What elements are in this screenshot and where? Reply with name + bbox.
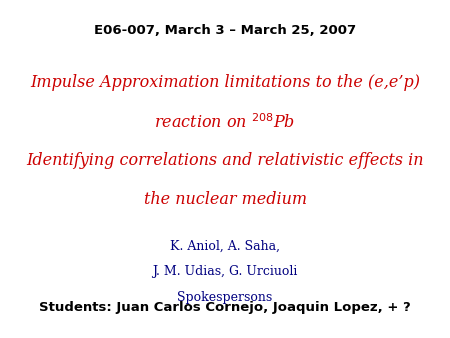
Text: Impulse Approximation limitations to the (e,e’p): Impulse Approximation limitations to the… xyxy=(30,74,420,91)
Text: Spokespersons: Spokespersons xyxy=(177,291,273,304)
Text: the nuclear medium: the nuclear medium xyxy=(144,191,306,208)
Text: K. Aniol, A. Saha,: K. Aniol, A. Saha, xyxy=(170,240,280,253)
Text: J. M. Udias, G. Urciuoli: J. M. Udias, G. Urciuoli xyxy=(152,265,298,278)
Text: Identifying correlations and relativistic effects in: Identifying correlations and relativisti… xyxy=(26,152,424,169)
Text: reaction on $^{208}$Pb: reaction on $^{208}$Pb xyxy=(154,113,296,132)
Text: E06-007, March 3 – March 25, 2007: E06-007, March 3 – March 25, 2007 xyxy=(94,24,356,37)
Text: Students: Juan Carlos Cornejo, Joaquin Lopez, + ?: Students: Juan Carlos Cornejo, Joaquin L… xyxy=(39,301,411,314)
